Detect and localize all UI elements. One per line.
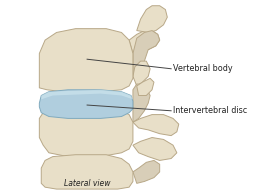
Polygon shape	[129, 31, 160, 53]
Text: Lateral view: Lateral view	[64, 179, 110, 188]
Polygon shape	[39, 29, 133, 92]
Polygon shape	[133, 31, 160, 78]
Polygon shape	[39, 90, 133, 118]
Polygon shape	[41, 90, 133, 99]
Polygon shape	[39, 109, 133, 157]
Polygon shape	[41, 155, 133, 189]
Polygon shape	[137, 78, 154, 96]
Polygon shape	[133, 138, 177, 160]
Polygon shape	[133, 115, 179, 136]
Polygon shape	[133, 160, 160, 183]
Polygon shape	[133, 84, 150, 122]
Polygon shape	[137, 6, 167, 32]
Text: Vertebral body: Vertebral body	[173, 64, 233, 73]
Text: Intervertebral disc: Intervertebral disc	[173, 106, 247, 115]
Polygon shape	[133, 61, 150, 86]
